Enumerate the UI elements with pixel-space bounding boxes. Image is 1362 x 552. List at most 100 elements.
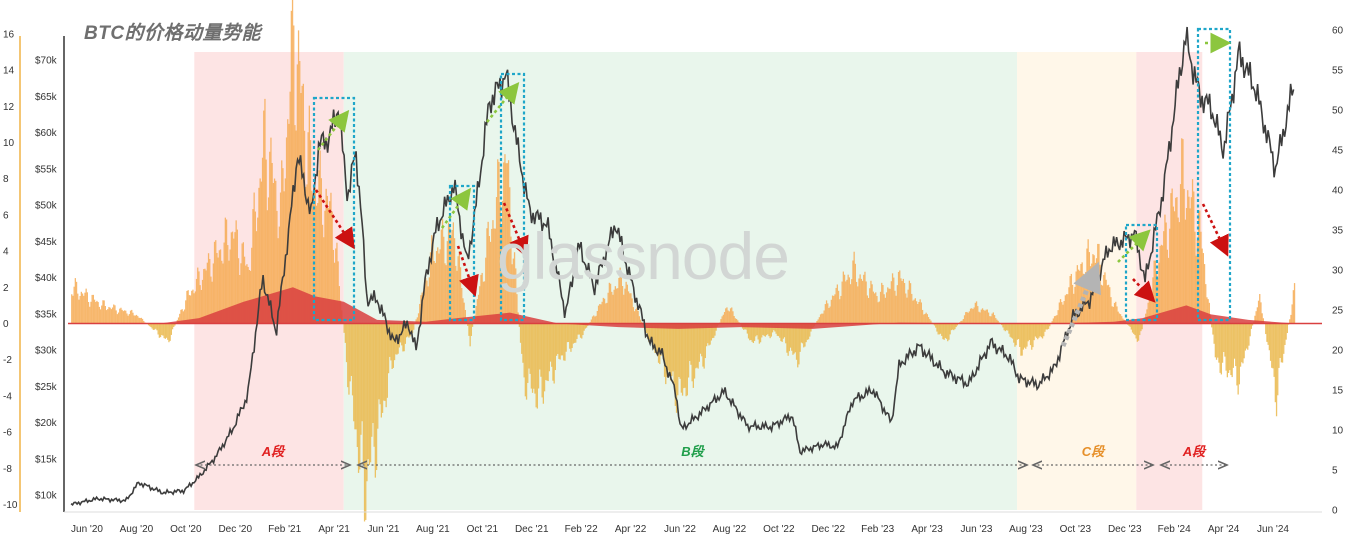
momentum-bar — [619, 267, 621, 324]
momentum-bar — [399, 323, 402, 343]
momentum-bar — [272, 183, 275, 324]
momentum-bar — [1169, 228, 1171, 324]
momentum-bar — [554, 323, 557, 371]
momentum-bar — [1247, 323, 1249, 350]
momentum-bar — [91, 294, 93, 324]
momentum-bar — [1188, 196, 1190, 324]
momentum-bar — [563, 323, 565, 361]
momentum-bar — [211, 281, 213, 324]
x-axis-tick: Apr '21 — [318, 524, 350, 535]
momentum-bar — [722, 314, 725, 324]
momentum-bar — [540, 323, 542, 377]
momentum-bar — [359, 323, 361, 470]
momentum-bar — [888, 288, 890, 324]
momentum-bar — [858, 278, 860, 324]
x-axis-tick: Jun '22 — [664, 524, 696, 535]
momentum-bar — [197, 267, 199, 324]
price-axis-tick: $20k — [35, 418, 58, 429]
momentum-bar — [1139, 323, 1141, 336]
momentum-bar — [770, 323, 773, 337]
momentum-bar — [863, 274, 865, 324]
momentum-bar — [251, 247, 253, 324]
right-axis-tick: 5 — [1332, 466, 1338, 477]
momentum-bar — [1025, 323, 1027, 349]
momentum-bar — [135, 314, 138, 324]
momentum-bar — [615, 288, 618, 324]
momentum-bar — [1140, 323, 1142, 332]
momentum-bar — [248, 270, 251, 324]
momentum-bar — [537, 323, 540, 389]
momentum-bar — [848, 277, 851, 324]
momentum-bar — [1001, 323, 1003, 326]
momentum-bar — [1115, 301, 1117, 324]
momentum-bar — [1273, 323, 1275, 377]
x-axis-tick: Aug '20 — [120, 524, 154, 535]
momentum-bar — [92, 294, 95, 324]
momentum-bar — [443, 236, 445, 324]
momentum-bar — [787, 323, 789, 356]
momentum-bar — [668, 323, 671, 375]
momentum-axis-tick: -10 — [3, 500, 18, 511]
momentum-bar — [219, 249, 222, 324]
momentum-bar — [535, 323, 537, 408]
momentum-bar — [1171, 188, 1173, 324]
momentum-bar — [260, 181, 263, 324]
momentum-bar — [140, 317, 143, 324]
momentum-bar — [833, 295, 835, 324]
momentum-bar — [1257, 300, 1260, 324]
price-axis-tick: $50k — [35, 201, 58, 212]
momentum-bar — [938, 323, 941, 335]
momentum-bar — [612, 294, 614, 324]
momentum-bar — [635, 309, 637, 324]
momentum-bar — [876, 296, 878, 324]
momentum-bar — [685, 323, 687, 397]
momentum-bar — [283, 191, 285, 324]
momentum-bar — [223, 242, 225, 324]
momentum-bar — [333, 262, 336, 324]
momentum-bar — [347, 323, 349, 388]
momentum-bar — [163, 323, 165, 339]
momentum-bar — [762, 323, 764, 335]
momentum-bar — [425, 277, 427, 324]
momentum-bar — [801, 323, 804, 344]
momentum-bar — [253, 192, 255, 324]
momentum-bar — [835, 287, 837, 324]
momentum-bar — [860, 278, 863, 324]
momentum-bar — [243, 256, 246, 324]
momentum-bar — [552, 323, 554, 381]
momentum-bar — [777, 323, 780, 337]
momentum-bar — [1112, 306, 1115, 324]
momentum-bar — [1116, 306, 1118, 324]
momentum-bar — [485, 257, 487, 324]
momentum-bar — [337, 261, 339, 324]
momentum-bar — [489, 241, 492, 324]
x-axis-tick: Jun '23 — [961, 524, 993, 535]
momentum-bar — [246, 264, 248, 324]
momentum-bar — [608, 282, 611, 324]
momentum-bar — [324, 210, 326, 324]
momentum-bar — [1147, 302, 1149, 324]
momentum-bar — [627, 291, 630, 324]
momentum-bar — [1074, 286, 1076, 324]
momentum-bar — [915, 301, 918, 324]
momentum-bar — [561, 323, 564, 356]
momentum-bar — [444, 263, 446, 324]
momentum-bar — [254, 211, 257, 324]
momentum-bar — [1098, 243, 1100, 324]
momentum-bar — [870, 280, 872, 324]
momentum-bar — [949, 323, 951, 335]
x-axis-tick: Dec '22 — [811, 524, 845, 535]
momentum-bar — [299, 61, 301, 324]
momentum-bar — [506, 163, 509, 324]
momentum-bar — [709, 323, 711, 345]
momentum-bar — [1173, 211, 1176, 324]
momentum-bar — [662, 323, 665, 360]
momentum-bar — [104, 306, 107, 324]
momentum-bar — [866, 295, 869, 324]
momentum-bar — [929, 319, 931, 324]
momentum-bar — [174, 323, 176, 326]
momentum-bar — [711, 323, 714, 339]
momentum-bar — [647, 323, 649, 340]
momentum-bar — [323, 237, 325, 324]
momentum-bar — [1208, 302, 1211, 324]
